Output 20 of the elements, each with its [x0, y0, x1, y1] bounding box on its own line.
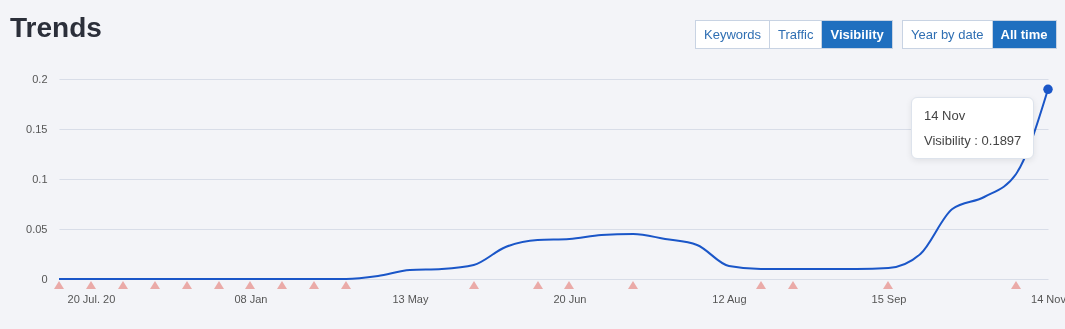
chart-title: Trends [10, 12, 102, 44]
x-tick-label: 08 Jan [234, 292, 268, 305]
y-tick-label: 0 [41, 272, 48, 285]
text: Visibility [821, 21, 892, 48]
x-tick-label: 20 Jul. 20 [67, 292, 116, 305]
x-tick-label: 13 May [392, 292, 429, 305]
y-tick-label: 0.05 [26, 222, 48, 235]
x-tick-label: 15 Sep [871, 292, 907, 305]
y-tick-label: 0.2 [32, 72, 48, 85]
text: All time [991, 21, 1056, 48]
text: Traffic [769, 21, 822, 48]
annotation: 14 Nov [924, 108, 967, 124]
text: Keywords [696, 21, 770, 48]
annotation: Visibility : 0.1897 [924, 133, 1022, 149]
y-tick-label: 0.1 [32, 172, 48, 185]
text: Year by date [903, 21, 992, 48]
x-tick-label: 20 Jun [553, 292, 587, 305]
y-tick-label: 0.15 [26, 122, 48, 135]
x-tick-label: 12 Aug [712, 292, 747, 305]
x-tick-label: 14 Nov [1031, 292, 1065, 305]
